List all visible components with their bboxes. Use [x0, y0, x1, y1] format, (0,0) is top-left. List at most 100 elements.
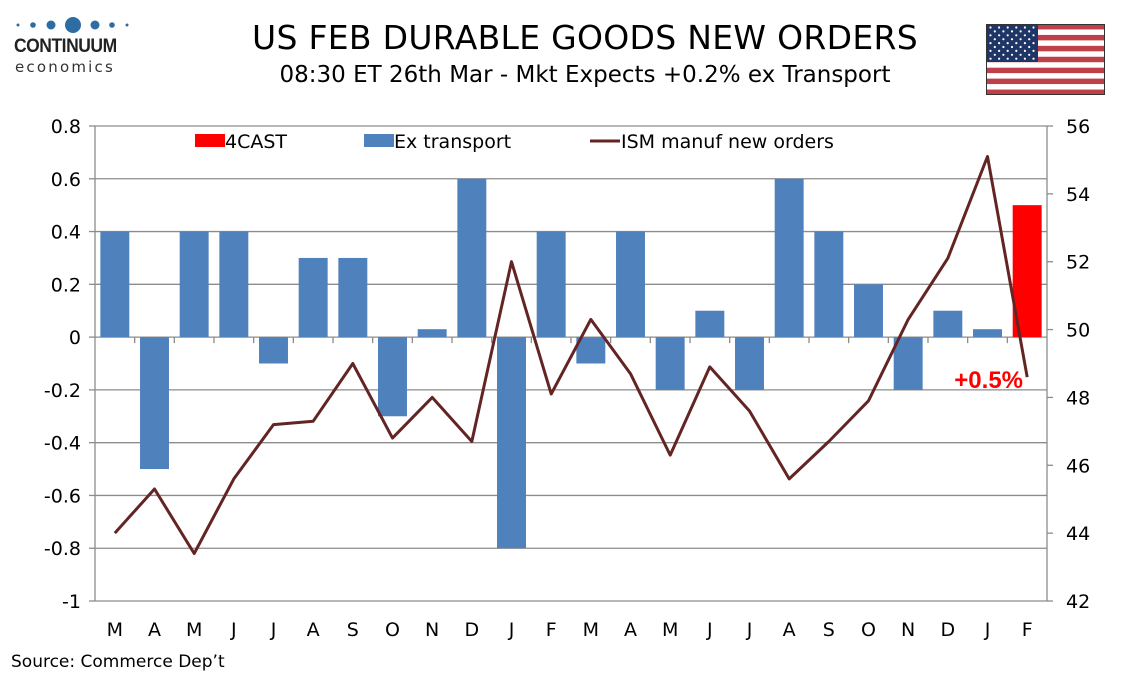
x-tick-label: J — [706, 619, 713, 641]
flag-star — [1006, 34, 1009, 37]
flag-star — [1010, 38, 1014, 41]
flag-star — [989, 26, 992, 29]
flag-star — [1002, 30, 1005, 33]
x-tick-label: A — [624, 619, 637, 641]
ex-transport-bar — [854, 284, 883, 338]
y-right-tick-label: 56 — [1066, 116, 1090, 138]
ex-transport-bar — [814, 231, 844, 338]
ex-transport-bar — [140, 337, 169, 470]
y-left-tick-label: -1 — [62, 591, 81, 613]
chart-subtitle: 08:30 ET 26th Mar - Mkt Expects +0.2% ex… — [279, 62, 891, 88]
flag-star — [1010, 53, 1014, 56]
flag-star — [1010, 30, 1014, 33]
x-tick-label: F — [546, 619, 557, 641]
legend: 4CAST Ex transport ISM manuf new orders — [195, 131, 834, 153]
x-tick-label: S — [823, 619, 835, 641]
ex-transport-bar — [497, 337, 526, 549]
flag-star — [1019, 30, 1022, 33]
x-tick-label: M — [186, 619, 202, 641]
flag-star — [993, 45, 996, 49]
ex-transport-bar — [695, 310, 725, 338]
flag-star — [1006, 57, 1009, 60]
flag-star — [1006, 49, 1009, 52]
x-tick-label: J — [230, 619, 237, 641]
x-tick-label: D — [465, 619, 480, 641]
flag-star — [998, 34, 1001, 37]
flag-star — [1015, 26, 1018, 29]
ex-transport-bar — [219, 231, 249, 338]
legend-swatch-ex-transport — [364, 134, 394, 147]
flag-star — [989, 57, 992, 60]
flag-stripe — [986, 67, 1105, 74]
x-tick-label: N — [425, 619, 439, 641]
y-right-tick-label: 54 — [1066, 184, 1090, 206]
ism-line — [113, 155, 1029, 555]
flag-stripe — [986, 24, 1105, 30]
y-right-tick-label: 42 — [1066, 591, 1090, 613]
flag-star — [998, 26, 1001, 29]
flag-star — [1028, 45, 1031, 49]
ex-transport-bar — [655, 337, 685, 390]
us-flag-icon — [986, 24, 1105, 95]
x-tick-label: M — [583, 619, 599, 641]
flag-star — [1006, 42, 1009, 45]
flag-star — [998, 42, 1001, 45]
flag-stripe — [986, 34, 1105, 41]
flag-star — [993, 53, 996, 56]
y-axis-left-ticks: 0.8 0.6 0.4 0.2 0 -0.2 -0.4 -0.6 -0.8 -1 — [44, 116, 81, 613]
y-left-tick-label: 0.4 — [51, 222, 81, 244]
x-tick-label: A — [307, 619, 320, 641]
y-left-tick-label: 0.2 — [51, 274, 81, 296]
ex-transport-bar — [973, 329, 1002, 338]
x-tick-label: A — [783, 619, 796, 641]
x-tick-label: O — [861, 619, 876, 641]
flag-star — [993, 38, 996, 41]
flag-star — [1032, 49, 1035, 52]
flag-star — [993, 30, 996, 33]
flag-star — [1032, 26, 1035, 29]
ex-transport-bar — [735, 337, 764, 390]
flag-star — [1023, 42, 1026, 45]
flag-star — [1002, 53, 1005, 56]
y-left-tick-label: 0.8 — [51, 116, 81, 138]
source-note: Source: Commerce Dep’t — [11, 652, 225, 672]
y-left-tick-label: 0 — [69, 327, 81, 349]
flag-stripe — [986, 51, 1105, 58]
ex-transport-bar — [179, 231, 209, 338]
ex-transport-bar — [933, 310, 963, 338]
flag-stripe — [986, 73, 1105, 79]
flag-star — [1028, 38, 1031, 41]
flag-star — [1002, 38, 1005, 41]
flag-star — [1019, 45, 1022, 49]
flag-star — [998, 57, 1001, 60]
x-tick-label: O — [385, 619, 400, 641]
bar-series — [100, 178, 1042, 549]
legend-label-ism: ISM manuf new orders — [621, 131, 834, 153]
logo-wordmark: CONTINUUM — [14, 36, 117, 57]
y-left-tick-label: 0.6 — [51, 169, 81, 191]
ex-transport-bar — [893, 337, 923, 390]
y-left-tick-label: -0.2 — [44, 380, 81, 402]
legend-label-ex-transport: Ex transport — [394, 131, 511, 153]
y-right-tick-label: 48 — [1066, 387, 1090, 409]
flag-stripe — [986, 40, 1105, 47]
flag-star — [1032, 42, 1035, 45]
flag-stripe — [986, 29, 1105, 36]
flag-stripe — [986, 45, 1105, 52]
flag-star — [1028, 53, 1031, 56]
flag-star — [989, 42, 992, 45]
y-left-tick-label: -0.4 — [44, 433, 81, 455]
logo-subtext: economics — [15, 58, 115, 76]
flag-stripe — [986, 62, 1105, 68]
x-tick-label: S — [347, 619, 359, 641]
axes — [89, 125, 1053, 602]
y-left-tick-label: -0.6 — [44, 485, 81, 507]
forecast-annotation: +0.5% — [954, 367, 1023, 394]
flag-star — [1023, 34, 1026, 37]
flag-stripe — [986, 78, 1105, 85]
legend-label-4cast: 4CAST — [225, 131, 287, 153]
flag-star — [1015, 49, 1018, 52]
logo-dots-icon — [16, 17, 129, 33]
x-tick-label: J — [746, 619, 753, 641]
